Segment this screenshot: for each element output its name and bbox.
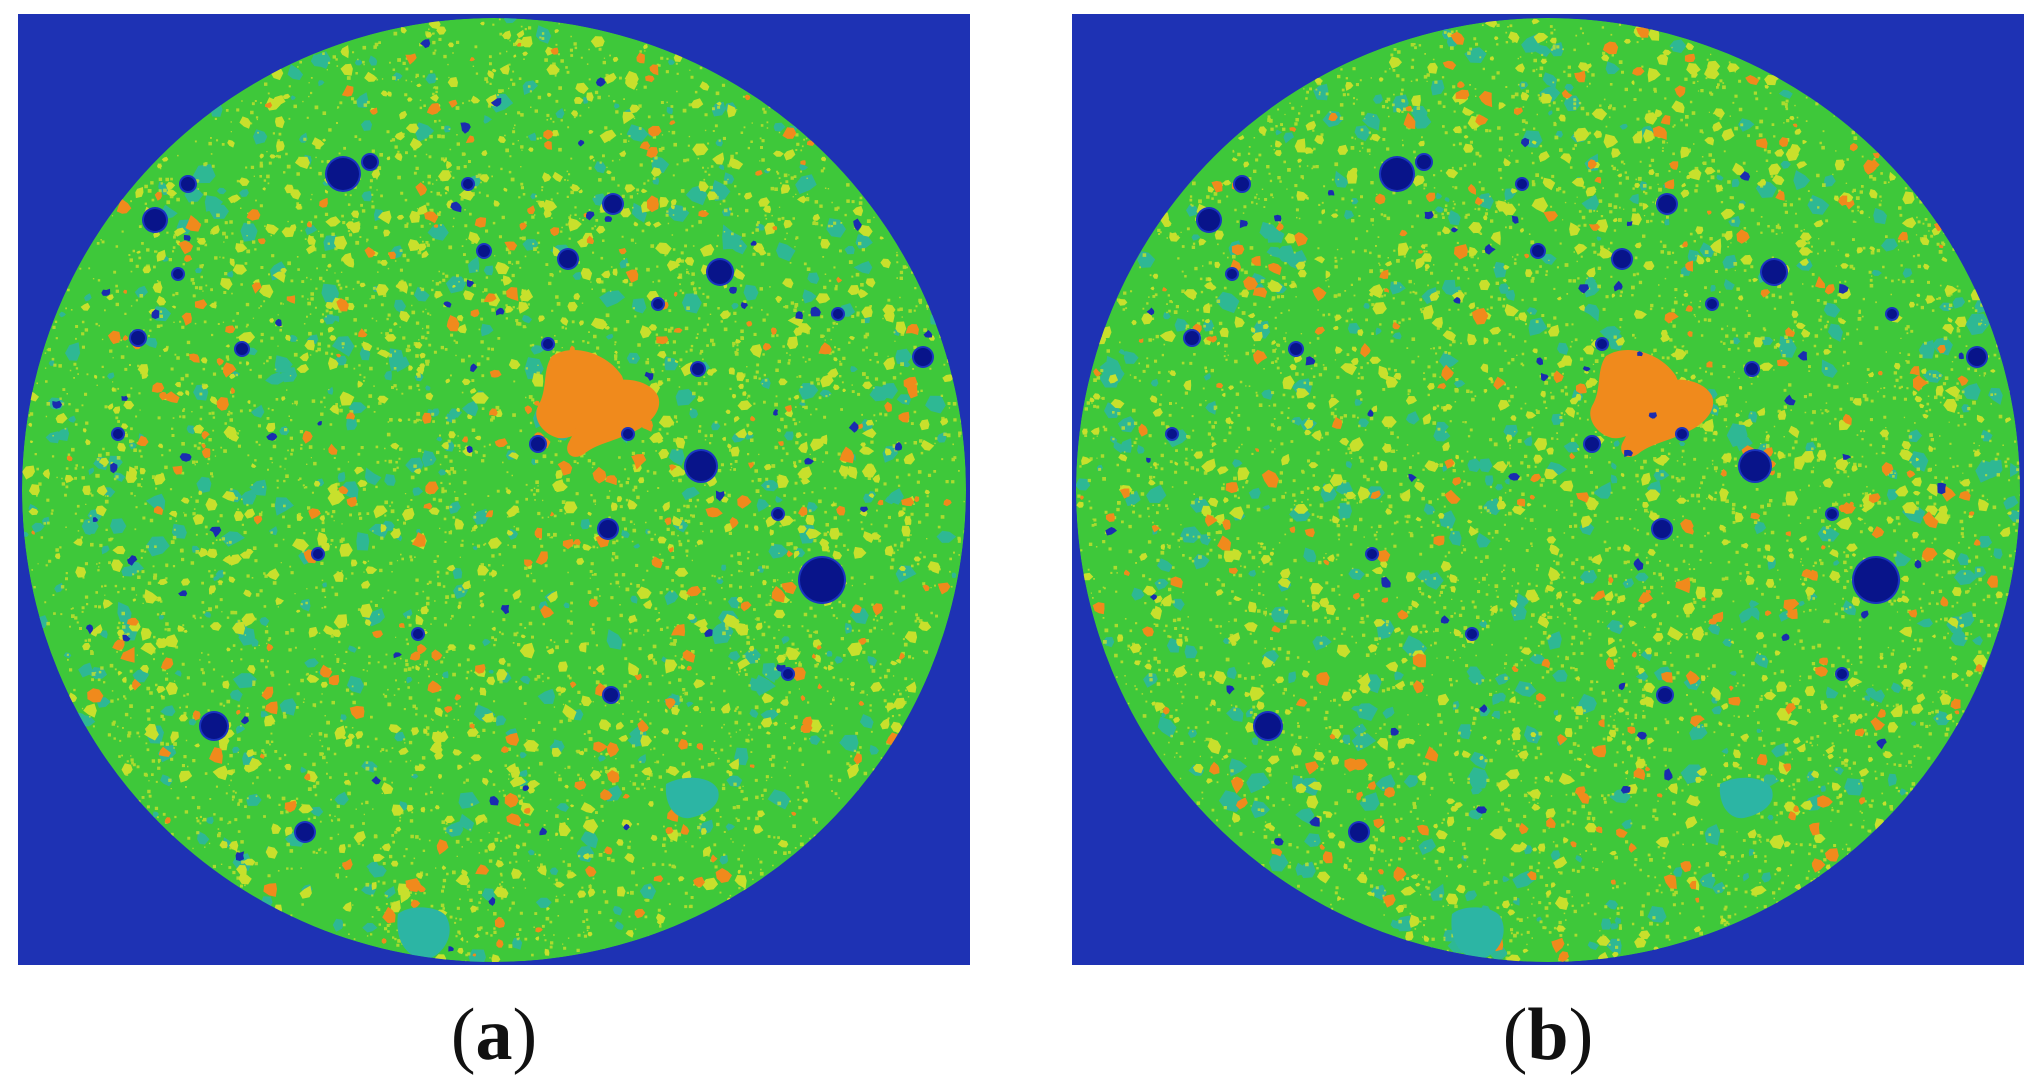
caption-b: (b) xyxy=(1502,994,1594,1076)
ct-slice-panel-b xyxy=(1072,14,2024,965)
ct-slice-panel-a xyxy=(18,14,970,965)
caption-a: (a) xyxy=(450,994,538,1076)
caption-a-letter: a xyxy=(475,994,513,1076)
ct-slice-image-a xyxy=(18,14,970,965)
ct-slice-image-b xyxy=(1072,14,2024,965)
caption-b-letter: b xyxy=(1527,994,1569,1076)
